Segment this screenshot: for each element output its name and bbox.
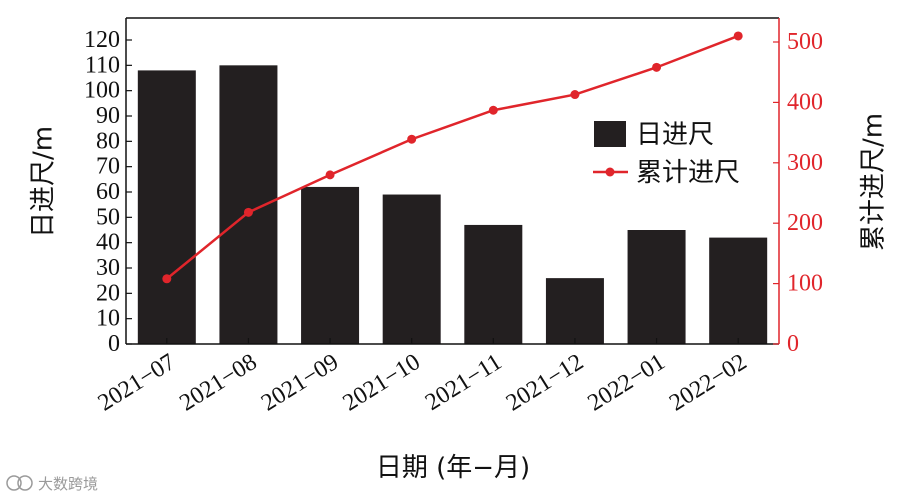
left-tick-label-1: 10 [96,306,120,332]
cumulative-line-layer [162,31,743,284]
x-tick-label-0: 2021−07 [94,349,180,416]
cumulative-point-4 [488,105,498,115]
left-axis-title: 日进尺/m [29,126,59,238]
left-tick-label-2: 20 [96,280,120,306]
bar-3 [382,194,441,344]
right-tick-label-4: 400 [787,89,823,115]
bars-layer [137,65,768,345]
legend-bar-swatch [594,121,626,147]
watermark: 大数跨境 [6,475,98,493]
x-tick-label-1: 2021−08 [175,349,261,416]
bar-0 [137,70,196,345]
bar-2 [301,186,360,344]
left-tick-label-3: 30 [96,255,120,281]
left-tick-label-12: 120 [84,27,120,53]
watermark-text: 大数跨境 [38,475,98,493]
x-tick-label-7: 2022−02 [665,349,751,416]
left-tick-label-10: 100 [84,78,120,104]
watermark-logo-icon [6,475,22,491]
left-tick-label-8: 80 [96,128,120,154]
right-tick-label-2: 200 [787,210,823,236]
left-tick-label-11: 110 [85,52,120,78]
right-tick-label-5: 500 [787,29,823,55]
right-tick-label-3: 300 [787,150,823,176]
left-tick-label-4: 40 [96,230,120,256]
cumulative-point-3 [407,134,417,144]
cumulative-point-1 [243,207,253,217]
x-tick-label-3: 2021−10 [339,349,425,416]
right-tick-label-0: 0 [787,331,799,357]
left-tick-label-6: 60 [96,179,120,205]
legend: 日进尺 累计进尺 [593,120,740,188]
legend-line-label: 累计进尺 [636,158,740,188]
bar-6 [627,230,686,344]
bar-7 [709,237,768,344]
x-tick-label-6: 2022−01 [583,349,669,416]
right-axis-title: 累计进尺/m [859,113,889,251]
cumulative-point-0 [162,274,172,284]
left-tick-label-9: 90 [96,103,120,129]
right-tick-label-1: 100 [787,271,823,297]
left-tick-label-5: 50 [96,204,120,230]
bar-1 [219,65,278,344]
x-axis-title: 日期 (年−月) [376,453,530,483]
cumulative-point-5 [570,90,580,100]
left-tick-label-7: 70 [96,154,120,180]
x-tick-label-4: 2021−11 [421,349,507,416]
cumulative-point-2 [325,170,335,180]
bar-4 [464,224,523,344]
x-tick-label-5: 2021−12 [502,349,588,416]
legend-bar-label: 日进尺 [636,120,714,150]
watermark-logo-icon-ring [17,475,33,491]
cumulative-point-7 [733,31,743,41]
x-tick-label-2: 2021−09 [257,349,343,416]
cumulative-point-6 [652,62,662,72]
legend-line-marker [605,167,615,177]
cumulative-line [166,34,739,280]
bar-5 [545,278,604,344]
left-tick-label-0: 0 [108,331,120,357]
